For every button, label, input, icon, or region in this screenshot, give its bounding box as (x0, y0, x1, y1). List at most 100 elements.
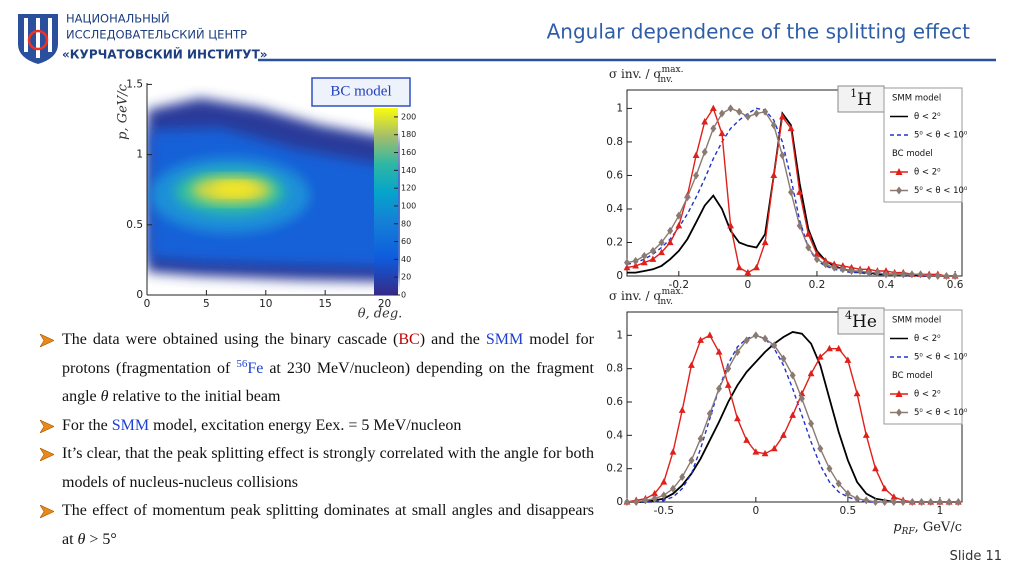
colorbar-tick-label: 140 (401, 166, 416, 175)
data-point (787, 124, 795, 132)
data-point (863, 496, 870, 505)
data-point (623, 263, 631, 271)
legend-label: 5⁰ < θ < 10⁰ (914, 408, 968, 418)
legend-label: θ < 2⁰ (914, 334, 941, 344)
data-point (701, 148, 708, 156)
y-tick-label: 0.2 (606, 463, 623, 475)
legend-label: 5⁰ < θ < 10⁰ (914, 353, 968, 363)
x-tick-label: -0.2 (669, 279, 690, 291)
data-point (718, 109, 725, 118)
data-point (796, 221, 803, 230)
data-point (770, 444, 778, 452)
data-point (710, 124, 717, 133)
data-point (734, 348, 741, 356)
data-point (946, 498, 953, 506)
data-point (788, 188, 795, 197)
data-point (640, 258, 648, 266)
data-point (952, 272, 959, 280)
colorbar-tick-label: 60 (401, 237, 411, 246)
data-point (826, 464, 833, 473)
y-tick-label: 1 (616, 102, 623, 114)
colorbar (374, 108, 398, 295)
data-point (857, 266, 864, 275)
bullet-text: The data were obtained using the binary … (62, 326, 594, 412)
y-tick-label: 0.4 (606, 429, 623, 441)
data-point (816, 353, 824, 360)
data-point (701, 118, 709, 125)
data-point (624, 498, 630, 506)
data-point (872, 464, 879, 472)
text-run: SMM (111, 416, 150, 434)
data-point (716, 384, 723, 393)
x-tick-label: 5 (203, 298, 210, 310)
data-point (891, 270, 898, 279)
text-run: BC (398, 331, 420, 348)
bullet-arrow (40, 448, 54, 461)
legend-marker (895, 390, 903, 397)
data-point (848, 266, 855, 275)
data-point (684, 193, 691, 202)
data-point (675, 221, 683, 229)
legend-group-title: BC model (892, 371, 933, 381)
data-point (780, 354, 787, 363)
legend-label: 5⁰ < θ < 10⁰ (914, 131, 968, 141)
panel-label-box (837, 307, 885, 335)
panel-label-sup: 1 (850, 87, 857, 100)
data-point (831, 263, 838, 272)
data-point (813, 255, 820, 264)
data-point (697, 434, 704, 443)
data-point (780, 431, 787, 438)
data-point (678, 406, 686, 413)
heatmap-title-box (311, 77, 411, 107)
data-point (727, 221, 735, 229)
y-axis-label: σ inv. / σmax. inv. (609, 287, 684, 307)
data-point (649, 246, 656, 255)
x-axis-label: θ, deg. (358, 307, 403, 322)
data-point (697, 336, 705, 343)
text-run: The effect of momentum peak splitting do… (62, 502, 598, 548)
x-tick-label: 0.6 (947, 279, 964, 291)
data-point (724, 381, 732, 388)
legend-box (883, 309, 963, 425)
data-point (796, 188, 804, 195)
data-point (658, 248, 665, 256)
x-tick-label: 20 (378, 298, 391, 310)
y-tick-label: 0.2 (606, 236, 623, 248)
y-tick-label: 0.4 (606, 203, 623, 215)
x-tick-label: 0.2 (809, 279, 826, 291)
panel-label-main: H (857, 90, 872, 110)
text-run: model, excitation energy Eex. = 5 MeV/nu… (149, 416, 462, 434)
text-run: ) and the (419, 331, 486, 348)
data-point (735, 263, 743, 271)
bullet: The effect of momentum peak splitting do… (40, 497, 594, 554)
x-tick-label: 0 (144, 298, 151, 310)
y-tick-label: 0.5 (126, 219, 143, 231)
data-point (744, 112, 751, 121)
bullet-text: For the SMM model, excitation energy Eex… (62, 412, 461, 441)
text-run: It’s clear, that the peak splitting effe… (62, 445, 598, 491)
data-point (743, 436, 751, 443)
data-point (688, 456, 695, 465)
bullet-list: The data were obtained using the binary … (40, 326, 594, 554)
y-axis-label-main: σ inv. / σ (609, 67, 662, 81)
data-point (826, 344, 833, 352)
text-run: > 5° (85, 530, 117, 548)
data-point (943, 272, 950, 280)
x-tick-label: -0.5 (654, 505, 675, 517)
bullet-text: The effect of momentum peak splitting do… (62, 497, 594, 554)
slide-number: Slide 11 (949, 549, 1002, 564)
x-axis-label-sub: RF (901, 527, 916, 537)
data-point (734, 414, 741, 422)
data-point (753, 263, 760, 271)
data-point (865, 268, 872, 277)
colorbar-tick-label: 0 (401, 291, 406, 300)
data-point (890, 493, 898, 500)
panel-label-box (837, 85, 885, 113)
legend-group-title: SMM model (892, 94, 941, 104)
data-point (675, 211, 682, 220)
data-point (844, 356, 852, 363)
data-point (706, 331, 714, 338)
data-point (917, 270, 924, 279)
x-axis-label: pRF, GeV/c (893, 520, 962, 537)
